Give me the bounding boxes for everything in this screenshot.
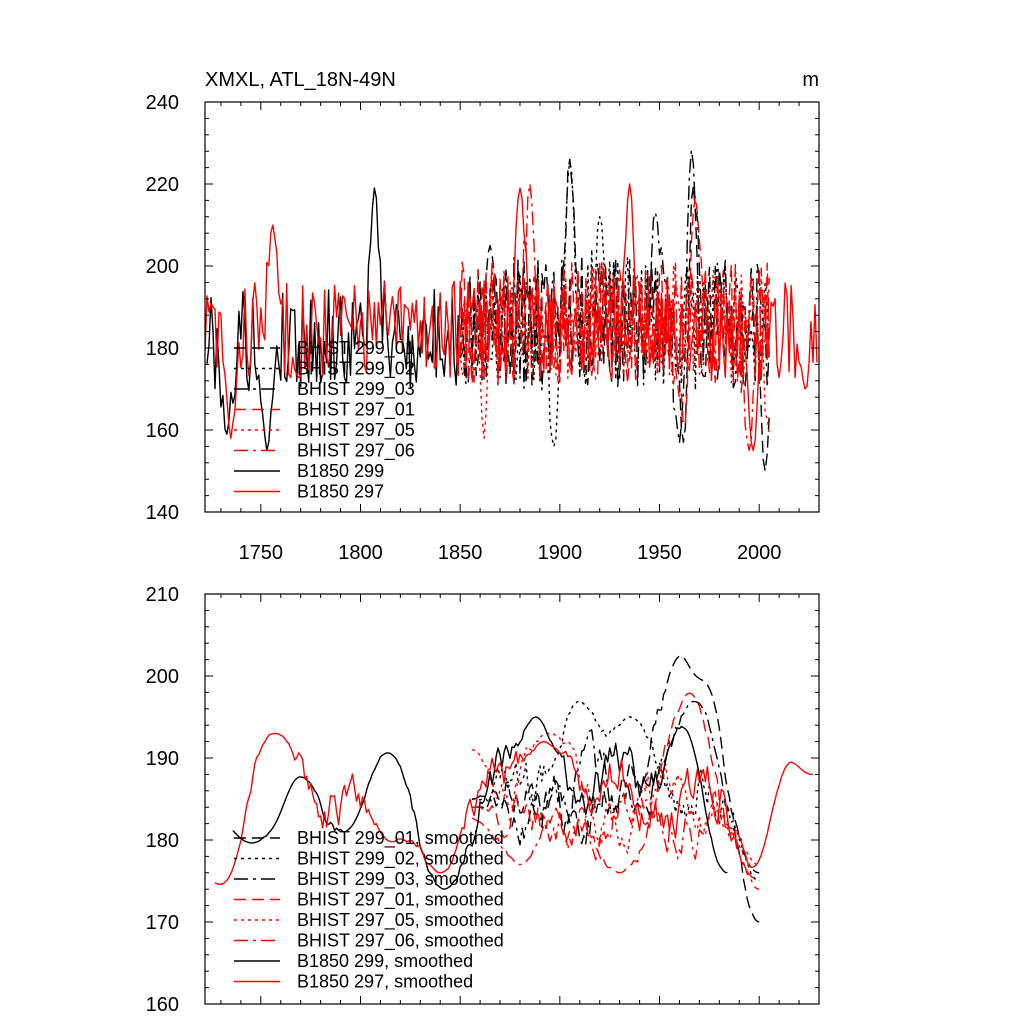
y-tick-label: 200 [146,666,179,688]
y-tick-label: 180 [146,338,179,360]
y-tick-label: 220 [146,174,179,196]
bottom-series-line-3 [472,700,760,874]
legend-label: BHIST 299_01, smoothed [297,828,504,849]
bottom-axes: 160 170 180 190 200 210 [146,584,819,1016]
top-series-line-7 [206,187,459,452]
top-series-line-3 [459,149,770,443]
x-tick-label: 1800 [338,542,383,564]
bottom-series-line-8 [214,732,814,885]
y-tick-label: 180 [146,830,179,852]
legend-label: BHIST 297_05, smoothed [297,910,504,931]
legend-label: BHIST 299_03, smoothed [297,869,504,890]
legend-label: BHIST 299_03 [297,379,415,400]
bottom-plot-frame [204,593,820,1005]
top-series-line-8 [205,183,818,452]
chart-title: XMXL, ATL_18N-49N [205,69,396,91]
legend-label: BHIST 297_01 [297,400,415,421]
y-tick-label: 160 [146,420,179,442]
x-tick-label: 1750 [239,542,284,564]
bottom-series-line-4 [472,692,760,882]
y-tick-label: 210 [146,584,179,606]
legend-label: BHIST 299_02 [297,359,415,380]
x-tick-label: 1900 [538,542,583,564]
bottom-series-line-6 [471,791,760,890]
bottom-series-lines [214,655,814,923]
top-plot-frame [204,101,820,513]
bottom-series-line-2 [472,700,760,882]
bottom-panel: 160 170 180 190 200 210 BHIST 299_01, smoothe… [146,584,820,1016]
y-tick-label: 190 [146,748,179,770]
y-tick-label: 170 [146,912,179,934]
x-tick-label: 1950 [637,542,682,564]
legend-label: BHIST 297_06 [297,441,415,462]
top-axes: 140 160 180 200 220 240 1750 1800 1850 1900 1950 20… [146,92,819,564]
legend-label: B1850 297 [297,482,384,502]
bottom-series-line-5 [471,732,760,866]
y-tick-label: 140 [146,502,179,524]
legend-label: BHIST 299_01 [297,338,415,359]
legend-label: B1850 299, smoothed [297,951,473,971]
top-series-lines [205,149,818,472]
legend-label: BHIST 299_02, smoothed [297,849,504,870]
y-tick-label: 240 [146,92,179,114]
units-label: m [802,69,819,91]
top-panel: XMXL, ATL_18N-49N m 140 160 180 200 220 240 17… [146,69,820,564]
legend-label: B1850 299 [297,461,384,481]
legend-label: BHIST 297_01, smoothed [297,890,504,911]
bottom-series-line-1 [472,655,760,923]
legend-label: BHIST 297_06, smoothed [297,931,504,952]
x-tick-label: 1850 [438,542,483,564]
x-tick-label: 2000 [737,542,782,564]
bottom-series-line-7 [232,716,728,890]
legend-label: BHIST 297_05 [297,420,415,441]
legend-label: B1850 297, smoothed [297,972,473,992]
y-tick-label: 160 [146,994,179,1016]
y-tick-label: 200 [146,256,179,278]
